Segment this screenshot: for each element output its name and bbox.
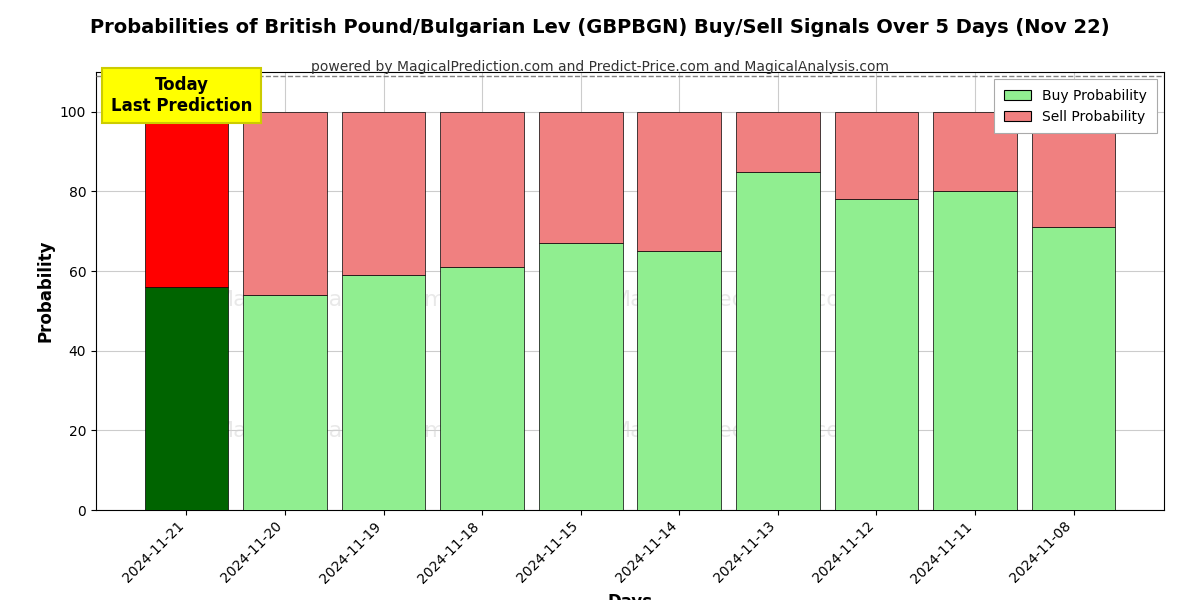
Bar — [934, 112, 1016, 191]
Bar — [637, 112, 721, 251]
Bar — [144, 112, 228, 287]
Bar — [736, 112, 820, 172]
Bar — [934, 191, 1016, 510]
Bar — [244, 295, 326, 510]
Bar — [440, 267, 524, 510]
Text: MagicalPrediction.com: MagicalPrediction.com — [612, 290, 862, 310]
Bar — [1032, 227, 1116, 510]
Bar — [637, 251, 721, 510]
Bar — [539, 243, 623, 510]
Bar — [342, 275, 426, 510]
Bar — [342, 112, 426, 275]
Y-axis label: Probability: Probability — [36, 240, 54, 342]
Bar — [736, 172, 820, 510]
Text: Probabilities of British Pound/Bulgarian Lev (GBPBGN) Buy/Sell Signals Over 5 Da: Probabilities of British Pound/Bulgarian… — [90, 18, 1110, 37]
Text: MagicalPrediction.com: MagicalPrediction.com — [612, 421, 862, 441]
Text: Today
Last Prediction: Today Last Prediction — [110, 76, 252, 115]
Text: MagicalAnalysis.com: MagicalAnalysis.com — [215, 290, 446, 310]
Legend: Buy Probability, Sell Probability: Buy Probability, Sell Probability — [994, 79, 1157, 133]
Text: powered by MagicalPrediction.com and Predict-Price.com and MagicalAnalysis.com: powered by MagicalPrediction.com and Pre… — [311, 60, 889, 74]
X-axis label: Days: Days — [607, 593, 653, 600]
Bar — [440, 112, 524, 267]
Bar — [834, 112, 918, 199]
Bar — [144, 287, 228, 510]
Bar — [1032, 112, 1116, 227]
Bar — [244, 112, 326, 295]
Text: MagicalAnalysis.com: MagicalAnalysis.com — [215, 421, 446, 441]
Bar — [834, 199, 918, 510]
Bar — [539, 112, 623, 243]
